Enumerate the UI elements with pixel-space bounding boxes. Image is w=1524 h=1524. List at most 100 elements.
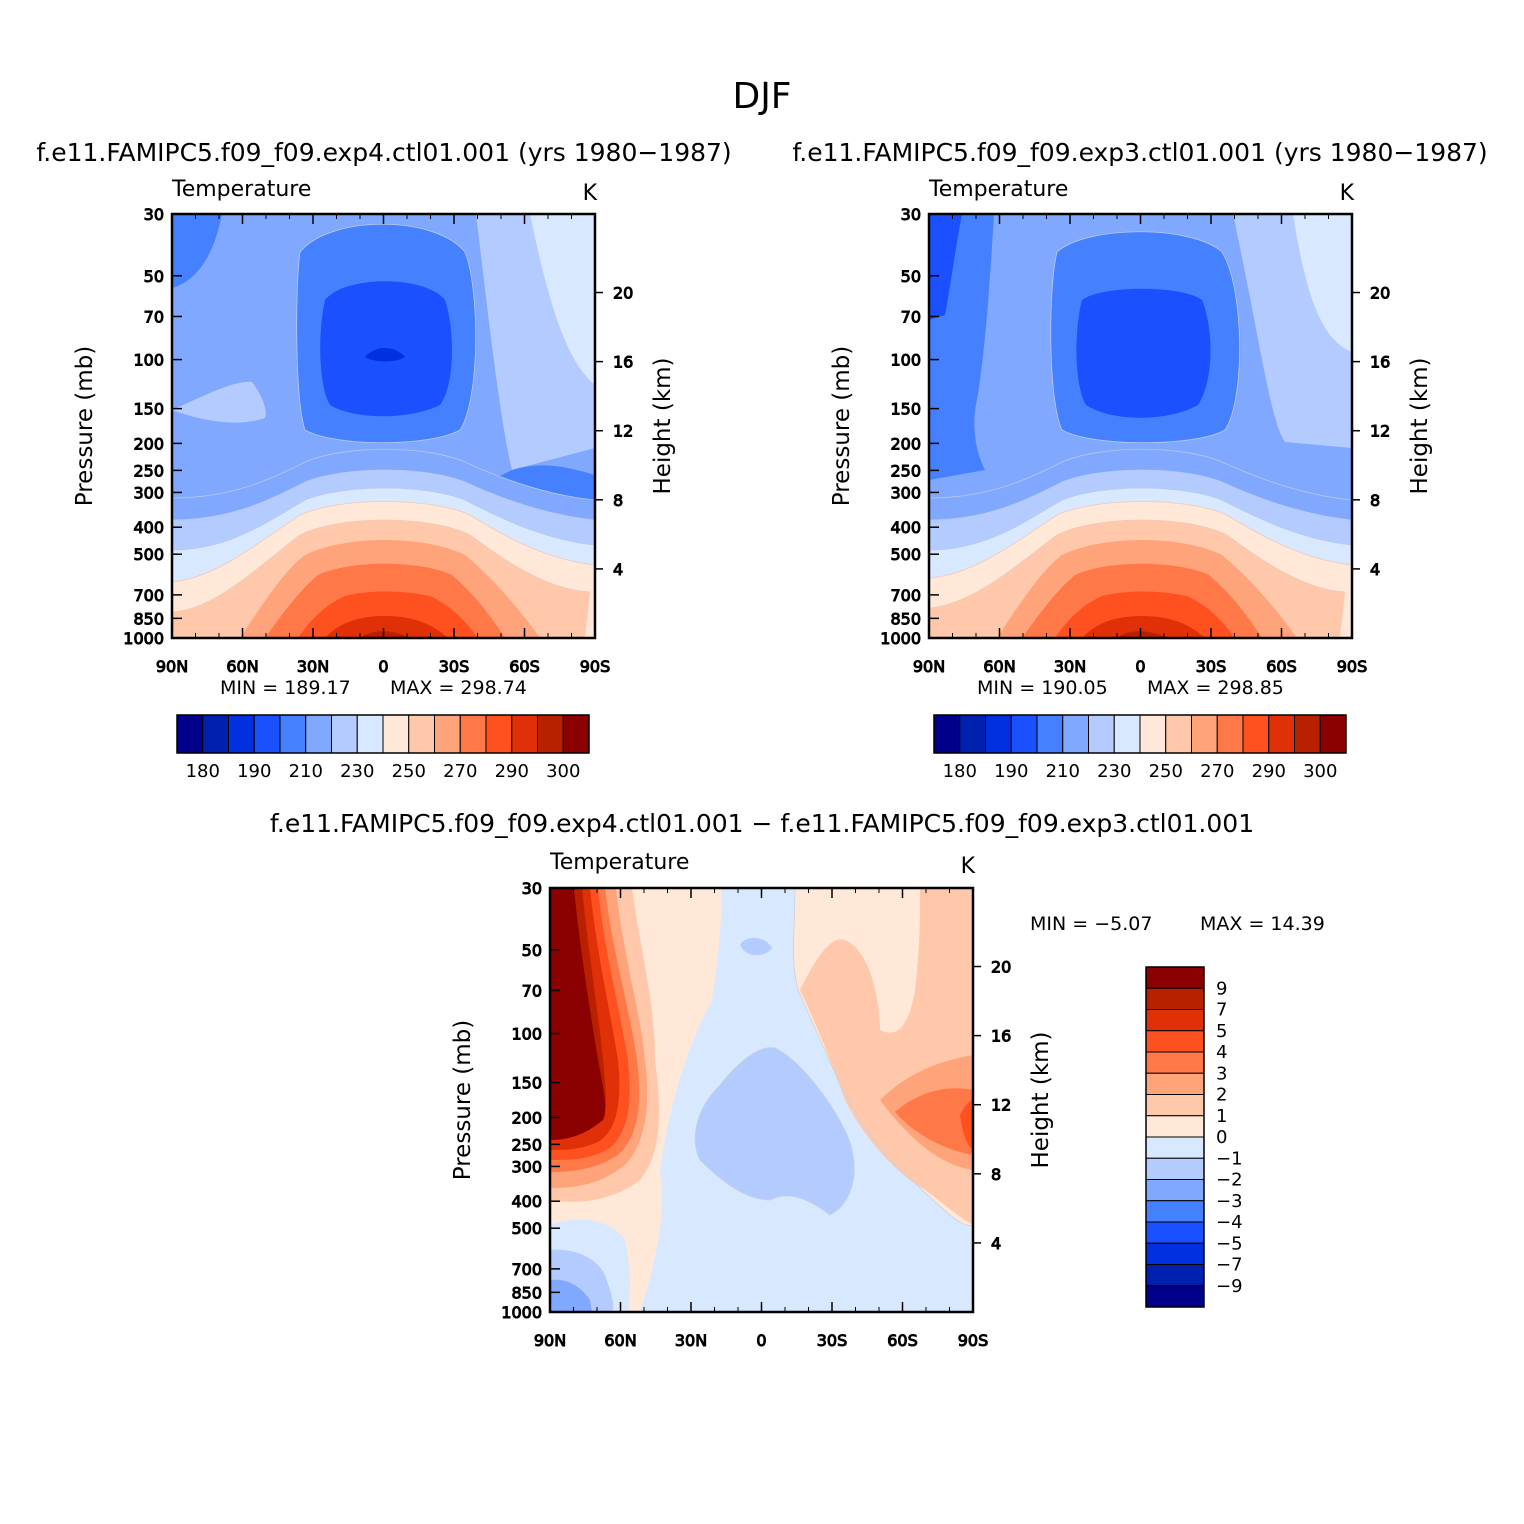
colorbar-box bbox=[1062, 714, 1089, 754]
x-tick-label: 30N bbox=[1054, 657, 1086, 676]
panel-diff-units: K bbox=[961, 854, 976, 879]
colorbar-label: 190 bbox=[237, 761, 271, 782]
colorbar-label: 3 bbox=[1216, 1063, 1227, 1084]
y-tick-label: 500 bbox=[890, 545, 921, 564]
colorbar-box bbox=[202, 714, 229, 754]
x-tick-label: 60S bbox=[509, 657, 540, 676]
y-tick-label: 250 bbox=[890, 461, 921, 480]
colorbar-label: −3 bbox=[1216, 1191, 1243, 1212]
colorbar-box bbox=[1145, 1200, 1205, 1223]
y-tick-label: 300 bbox=[890, 483, 921, 502]
x-tick-label: 60N bbox=[604, 1331, 636, 1350]
colorbar-outline bbox=[1145, 966, 1205, 1308]
z-tick-label: 4 bbox=[991, 1234, 1001, 1253]
colorbar-outline bbox=[176, 714, 590, 754]
colorbar-outline bbox=[933, 714, 1347, 754]
colorbar-box bbox=[1216, 714, 1244, 754]
x-tick-label: 30N bbox=[297, 657, 329, 676]
x-tick-label: 60N bbox=[226, 657, 258, 676]
colorbar-box bbox=[331, 714, 358, 754]
colorbar-box bbox=[1139, 714, 1167, 754]
colorbar-box bbox=[1145, 1051, 1205, 1074]
y-tick-label: 30 bbox=[144, 205, 164, 224]
panel-exp3-subtitle: f.e11.FAMIPC5.f09_f09.exp3.ctl01.001 (yr… bbox=[792, 138, 1487, 167]
colorbar-label: 210 bbox=[289, 761, 323, 782]
x-tick-label: 0 bbox=[1135, 657, 1145, 676]
colorbar-label: −5 bbox=[1216, 1233, 1243, 1254]
y-tick-label: 1000 bbox=[880, 629, 921, 648]
colorbar-box bbox=[1145, 987, 1205, 1010]
colorbar-box bbox=[1145, 1009, 1205, 1032]
y-tick-label: 500 bbox=[511, 1219, 542, 1238]
y-tick-label: 300 bbox=[133, 483, 164, 502]
x-tick-label: 60S bbox=[1266, 657, 1297, 676]
panel-exp3-contours bbox=[929, 214, 1352, 638]
panel-diff-min: MIN = −5.07 bbox=[1030, 913, 1152, 935]
y-tick-label: 850 bbox=[133, 609, 164, 628]
colorbar-label: 300 bbox=[546, 761, 580, 782]
z-tick-label: 20 bbox=[991, 958, 1011, 977]
panel-exp3-ylabel: Pressure (mb) bbox=[829, 346, 855, 506]
colorbar-label: 9 bbox=[1216, 978, 1227, 999]
panel-diff-variable: Temperature bbox=[549, 850, 689, 875]
colorbar-box bbox=[933, 714, 961, 754]
x-tick-label: 30S bbox=[817, 1331, 848, 1350]
colorbar-label: 4 bbox=[1216, 1042, 1227, 1063]
colorbar-box bbox=[459, 714, 487, 754]
colorbar-label: 190 bbox=[994, 761, 1028, 782]
y-tick-label: 200 bbox=[133, 434, 164, 453]
panel-exp4-max: MAX = 298.74 bbox=[390, 677, 527, 699]
panel-exp4: Temperature K bbox=[72, 177, 676, 782]
y-tick-label: 150 bbox=[511, 1074, 542, 1093]
y-tick-label: 100 bbox=[890, 351, 921, 370]
x-tick-label: 60S bbox=[887, 1331, 918, 1350]
z-tick-label: 4 bbox=[613, 560, 623, 579]
y-tick-label: 70 bbox=[144, 307, 164, 326]
y-tick-label: 200 bbox=[511, 1108, 542, 1127]
y-tick-label: 100 bbox=[133, 351, 164, 370]
colorbar-box bbox=[356, 714, 384, 754]
panel-exp4-subtitle: f.e11.FAMIPC5.f09_f09.exp4.ctl01.001 (yr… bbox=[36, 138, 731, 167]
y-tick-label: 700 bbox=[890, 586, 921, 605]
x-tick-label: 90S bbox=[1337, 657, 1368, 676]
y-tick-label: 1000 bbox=[123, 629, 164, 648]
colorbar-box bbox=[537, 714, 564, 754]
panel-exp3-min: MIN = 190.05 bbox=[977, 677, 1108, 699]
z-tick-label: 8 bbox=[991, 1165, 1001, 1184]
colorbar-box bbox=[1145, 1030, 1205, 1053]
panel-exp4-contours bbox=[172, 214, 595, 638]
colorbar-box bbox=[1165, 714, 1192, 754]
colorbar-box bbox=[1010, 714, 1038, 754]
colorbar-box bbox=[279, 714, 307, 754]
colorbar-label: 270 bbox=[443, 761, 477, 782]
panel-exp3: Temperature K bbox=[829, 177, 1433, 782]
x-tick-label: 90S bbox=[580, 657, 611, 676]
x-tick-label: 90S bbox=[958, 1331, 989, 1350]
colorbar-label: −9 bbox=[1216, 1276, 1243, 1297]
panel-diff-ylabel: Pressure (mb) bbox=[450, 1020, 476, 1180]
x-tick-label: 0 bbox=[378, 657, 388, 676]
y-tick-label: 250 bbox=[133, 461, 164, 480]
panel-diff-axes: 90N 60N 30N 0 30S 60S 90S 30 50 70 100 150 200 250 300… bbox=[501, 879, 1012, 1351]
colorbar-box bbox=[1145, 1264, 1205, 1287]
panel-exp4-ylabel-right: Height (km) bbox=[650, 357, 676, 494]
panel-exp4-min: MIN = 189.17 bbox=[220, 677, 351, 699]
colorbar-box bbox=[1145, 1179, 1205, 1202]
y-tick-label: 100 bbox=[511, 1025, 542, 1044]
x-tick-label: 30S bbox=[1196, 657, 1227, 676]
colorbar-box bbox=[228, 714, 255, 754]
colorbar-label: 270 bbox=[1200, 761, 1234, 782]
colorbar-box bbox=[1145, 1157, 1205, 1180]
z-tick-label: 8 bbox=[1370, 491, 1380, 510]
colorbar-box bbox=[382, 714, 410, 754]
colorbar-label: 180 bbox=[186, 761, 220, 782]
y-tick-label: 70 bbox=[901, 307, 921, 326]
y-tick-label: 150 bbox=[890, 400, 921, 419]
y-tick-label: 150 bbox=[133, 400, 164, 419]
y-tick-label: 850 bbox=[511, 1283, 542, 1302]
colorbar-box bbox=[1191, 714, 1218, 754]
colorbar-label: 250 bbox=[392, 761, 426, 782]
colorbar-box bbox=[1113, 714, 1141, 754]
